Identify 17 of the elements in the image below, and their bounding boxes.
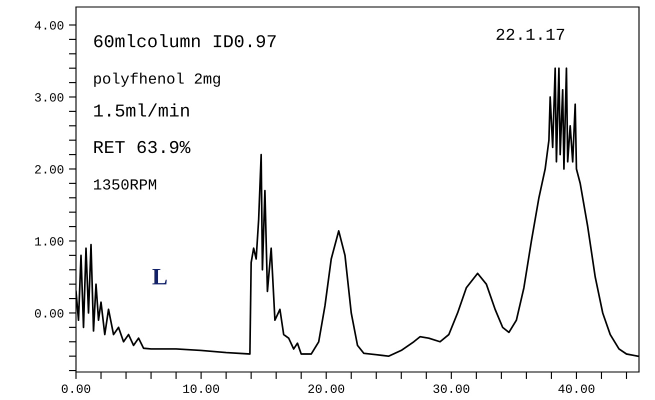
annotation: 22.1.17 [496,28,564,40]
annotation: 1.5ml/min [94,103,189,117]
y-tick-label: 1.00 [35,237,64,246]
x-tick-label: 10.00 [183,384,220,393]
x-tick-label: 40.00 [558,384,594,393]
y-tick-label: 3.00 [34,93,64,102]
annotation: RET 63.9% [94,140,190,154]
y-tick-label: 4.00 [34,21,64,30]
x-tick-label: 0.00 [62,384,90,393]
annotation: 60mlcolumn ID0.97 [94,34,276,48]
x-tick-label: 20.00 [308,384,344,393]
x-tick-label: 30.00 [433,384,470,393]
annotation: 1350RPM [94,179,156,190]
annotation: polyfhenol 2mg [94,72,220,87]
y-tick-label: 2.00 [35,165,64,174]
annotation: L [152,268,167,284]
y-tick-label: 0.00 [34,309,64,318]
